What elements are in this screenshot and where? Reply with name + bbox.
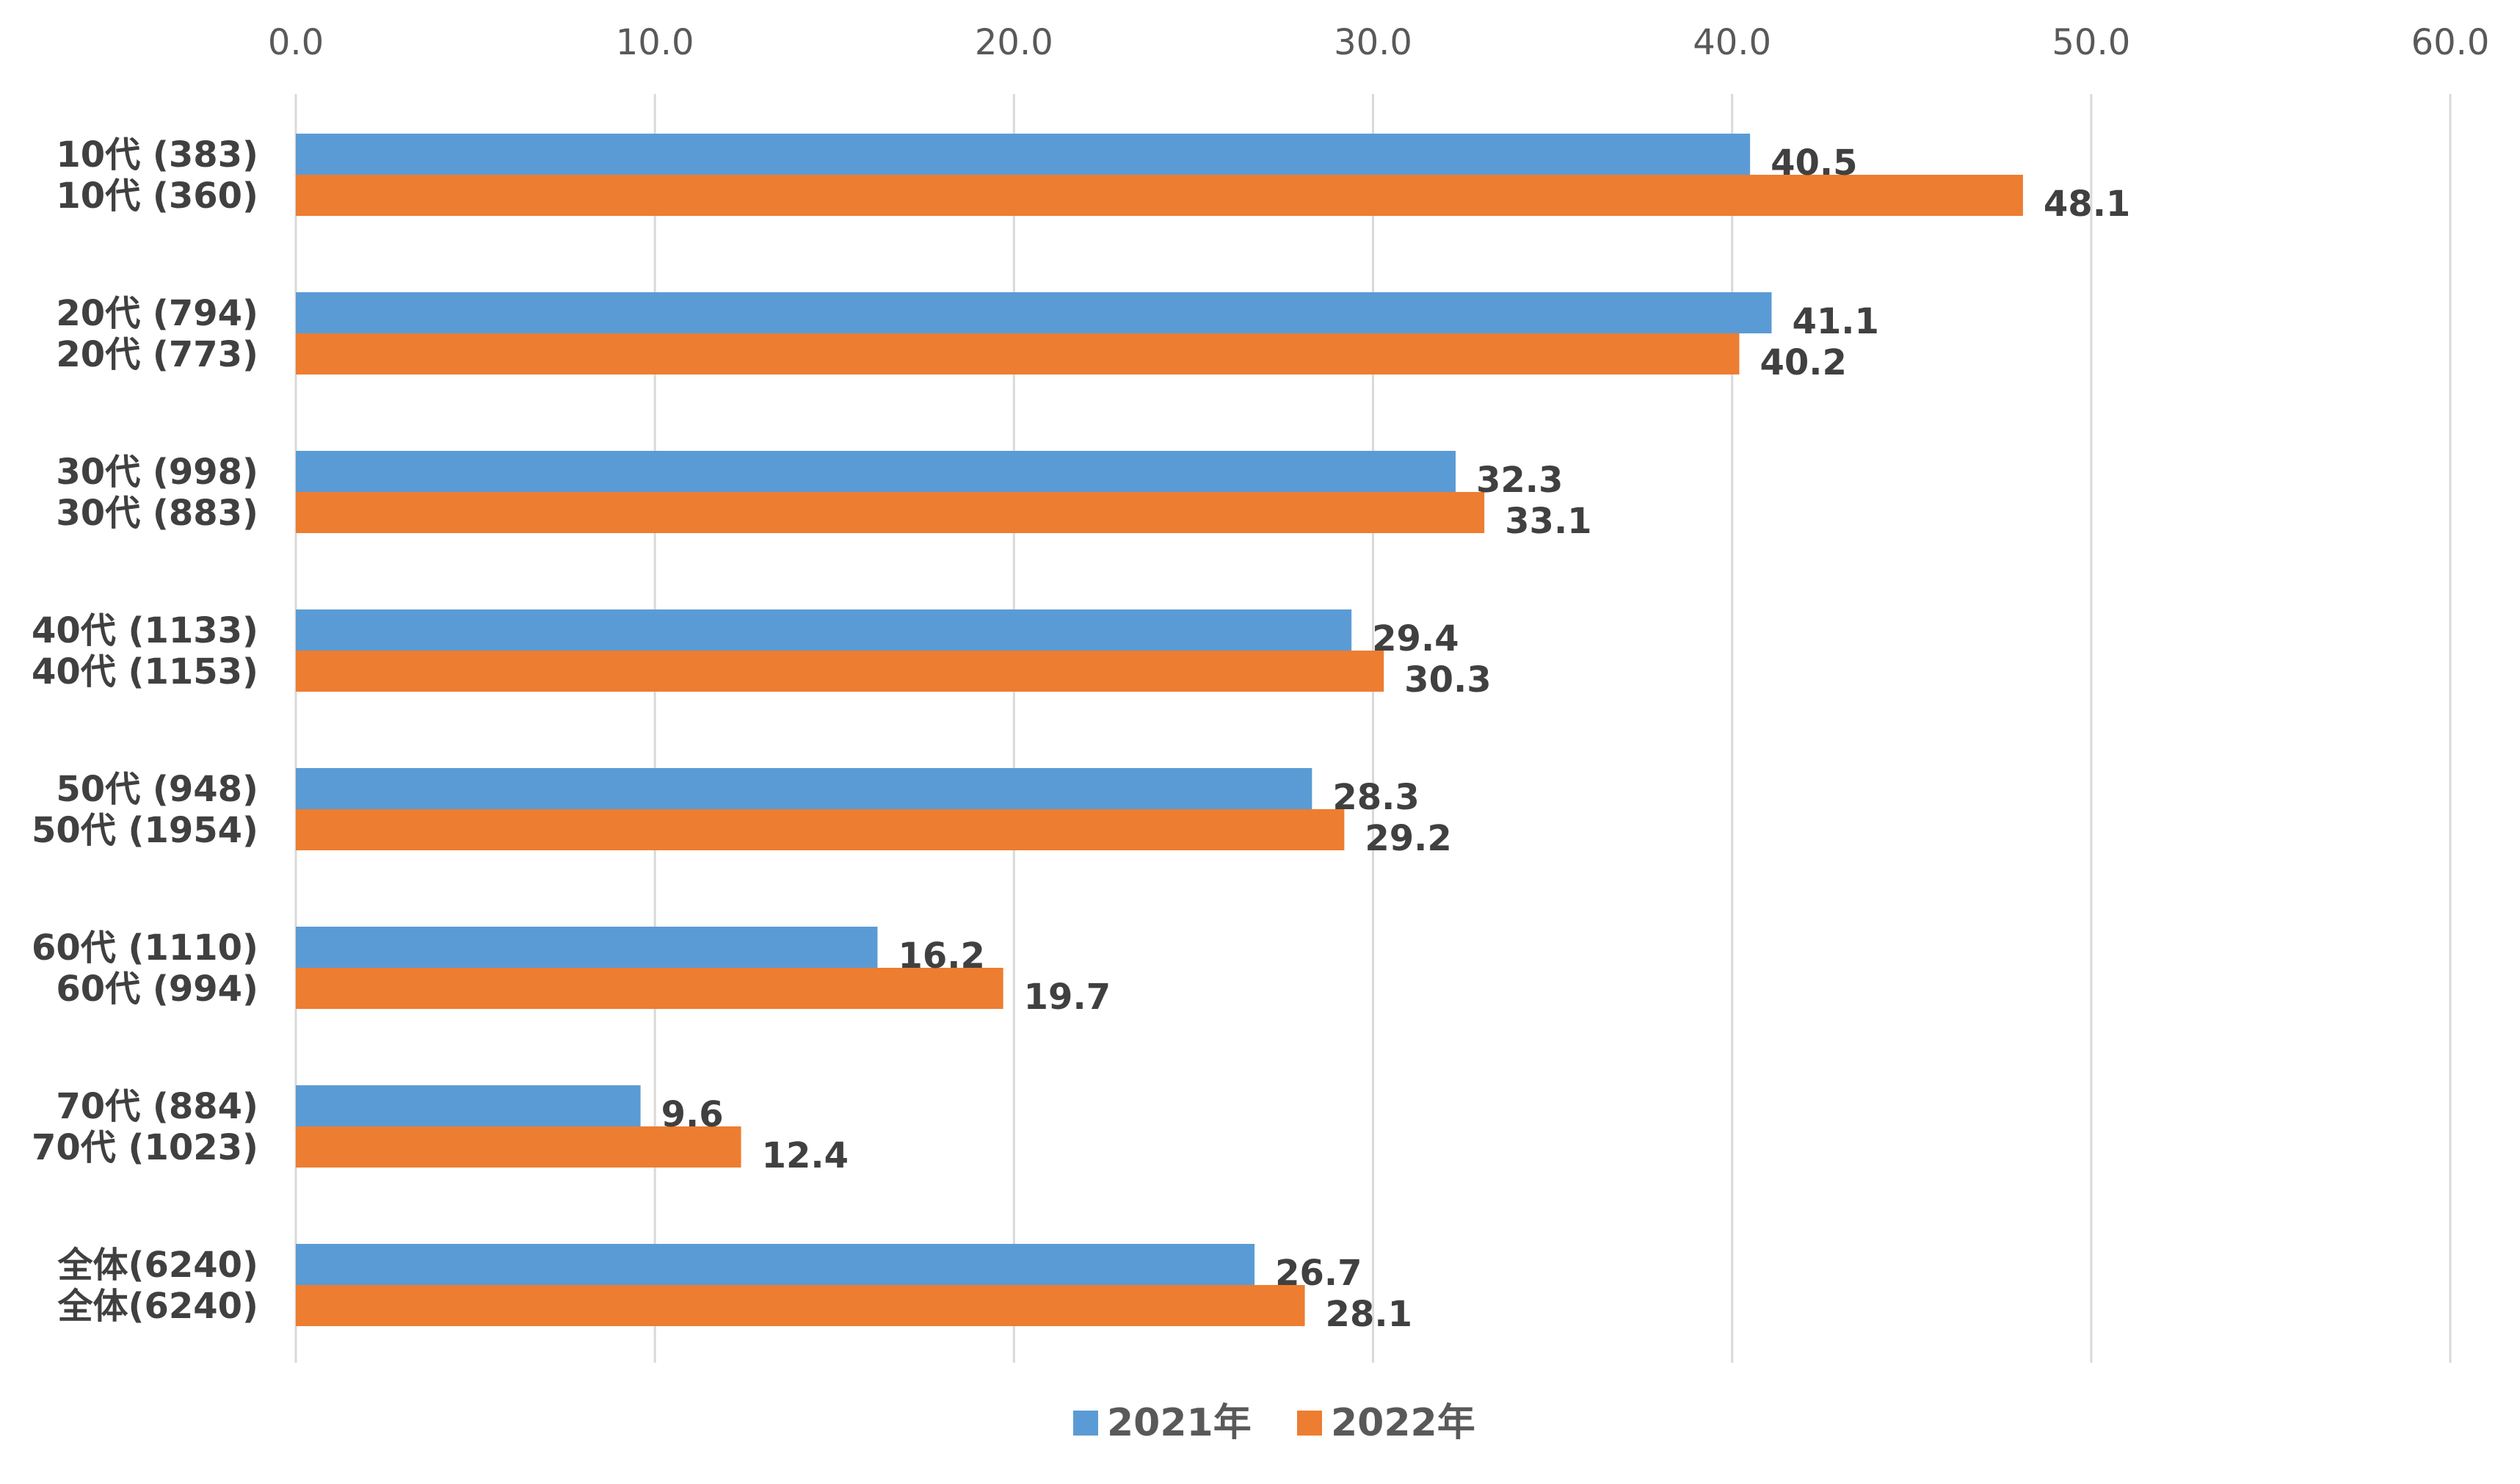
category-labels: 10代 (383)10代 (360) 20代 (794)20代 (773) 30代 … [32, 134, 258, 1327]
bar [296, 492, 1485, 533]
category-label: 全体(6240) [57, 1286, 258, 1327]
category-label: 20代 (794) [56, 293, 258, 334]
category-label: 70代 (884) [56, 1086, 258, 1127]
value-label: 28.1 [1326, 1294, 1412, 1335]
legend-swatch [1297, 1411, 1322, 1436]
value-label: 29.4 [1372, 618, 1459, 659]
bar [296, 809, 1345, 850]
value-label: 40.2 [1760, 342, 1846, 383]
x-tick-label: 0.0 [268, 22, 324, 63]
bar [296, 609, 1352, 651]
value-label: 26.7 [1275, 1253, 1362, 1294]
value-label: 41.1 [1792, 301, 1878, 342]
bar [296, 1126, 741, 1168]
value-label: 12.4 [762, 1135, 849, 1176]
bar [296, 292, 1772, 333]
x-tick-label: 10.0 [616, 22, 694, 63]
bar [296, 134, 1751, 175]
category-label: 50代 (1954) [32, 810, 258, 851]
x-tick-label: 40.0 [1693, 22, 1771, 63]
bar [296, 968, 1003, 1009]
bar [296, 1085, 641, 1126]
value-label: 9.6 [661, 1094, 724, 1135]
value-label: 28.3 [1332, 777, 1419, 818]
value-label: 32.3 [1476, 460, 1563, 501]
category-label: 全体(6240) [57, 1245, 258, 1286]
value-labels: 40.5 48.1 41.140.2 32.333.1 29.430.3 28.329.2… [661, 142, 2131, 1335]
gridlines [294, 94, 2452, 1363]
value-label: 29.2 [1365, 818, 1451, 859]
bar [296, 175, 2023, 216]
bar [296, 451, 1456, 492]
x-tick-label: 20.0 [975, 22, 1053, 63]
category-label: 40代 (1153) [32, 651, 258, 692]
category-label: 40代 (1133) [32, 610, 258, 651]
category-label: 30代 (883) [56, 493, 258, 534]
legend: 2021年 2022年 [1073, 1401, 1475, 1445]
category-label: 60代 (994) [56, 969, 258, 1010]
category-label: 30代 (998) [56, 452, 258, 493]
category-label: 10代 (383) [56, 134, 258, 175]
value-label: 16.2 [898, 935, 984, 977]
x-tick-label: 60.0 [2411, 22, 2490, 63]
value-label: 30.3 [1404, 659, 1491, 701]
legend-label: 2022年 [1331, 1401, 1475, 1445]
category-label: 70代 (1023) [32, 1127, 258, 1168]
bar [296, 651, 1384, 692]
value-label: 40.5 [1771, 142, 1857, 184]
bar [296, 768, 1312, 809]
legend-swatch [1073, 1411, 1098, 1436]
value-label: 48.1 [2044, 184, 2130, 225]
bar [296, 1244, 1255, 1285]
legend-label: 2021年 [1107, 1401, 1252, 1445]
category-label: 10代 (360) [56, 175, 258, 217]
bars [296, 134, 2023, 1326]
category-label: 20代 (773) [56, 334, 258, 375]
category-label: 60代 (1110) [32, 927, 258, 969]
x-tick-label: 50.0 [2052, 22, 2130, 63]
bar [296, 1285, 1305, 1326]
value-label: 33.1 [1505, 501, 1591, 542]
category-label: 50代 (948) [56, 769, 258, 810]
value-label: 19.7 [1024, 977, 1111, 1018]
x-tick-label: 30.0 [1334, 22, 1412, 63]
x-axis-ticks: 0.0 10.0 20.0 30.0 40.0 50.0 60.0 [268, 22, 2490, 63]
bar [296, 333, 1740, 374]
bar [296, 927, 878, 968]
